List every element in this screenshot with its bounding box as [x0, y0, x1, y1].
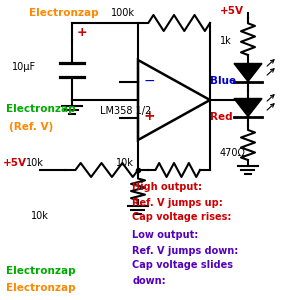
Text: Cap voltage slides: Cap voltage slides — [132, 260, 233, 271]
Text: Electronzap: Electronzap — [6, 266, 75, 277]
Text: +: + — [144, 109, 156, 123]
Text: Cap voltage rises:: Cap voltage rises: — [132, 212, 232, 223]
Text: +: + — [77, 26, 88, 38]
Text: LM358 1/2: LM358 1/2 — [100, 106, 152, 116]
Text: 10µF: 10µF — [12, 62, 36, 73]
Text: Ref. V jumps up:: Ref. V jumps up: — [132, 197, 223, 208]
Text: (Ref. V): (Ref. V) — [9, 122, 53, 133]
Text: Electronzap: Electronzap — [6, 283, 75, 293]
Text: Blue: Blue — [210, 76, 236, 86]
Text: down:: down: — [132, 275, 166, 286]
Text: Ref. V jumps down:: Ref. V jumps down: — [132, 245, 239, 256]
Text: −: − — [144, 74, 156, 87]
Text: 100k: 100k — [111, 8, 134, 19]
Polygon shape — [234, 64, 262, 82]
Text: 470Ω: 470Ω — [220, 148, 246, 158]
Text: High output:: High output: — [132, 182, 203, 193]
Text: 1k: 1k — [220, 35, 231, 46]
Text: Red: Red — [210, 112, 232, 122]
Text: Low output:: Low output: — [132, 230, 199, 241]
Text: Electronzap: Electronzap — [6, 104, 75, 115]
Text: 10k: 10k — [31, 211, 48, 221]
Text: +5V: +5V — [3, 158, 27, 169]
Text: Electronzap: Electronzap — [29, 8, 99, 19]
Polygon shape — [234, 98, 262, 116]
Text: 10k: 10k — [116, 158, 134, 169]
Text: +5V: +5V — [220, 5, 244, 16]
Text: 10k: 10k — [26, 158, 44, 169]
